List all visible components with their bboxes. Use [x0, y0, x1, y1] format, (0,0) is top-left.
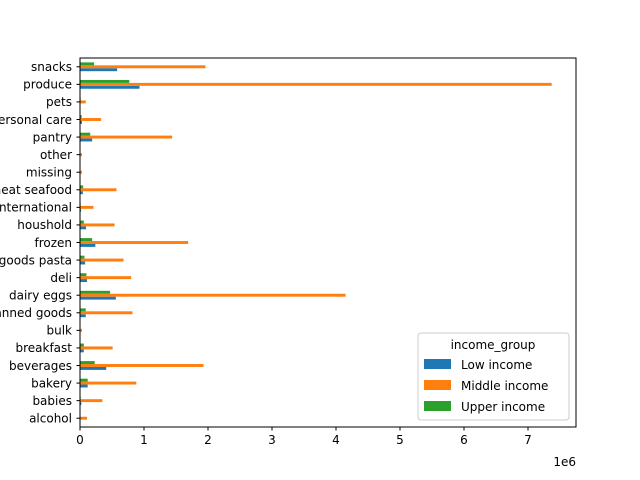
bar-personal-care-middle-income [80, 118, 102, 121]
bar-dry-goods-pasta-low-income [80, 261, 86, 265]
legend: income_group Low income Middle income Up… [417, 332, 570, 421]
bar-breakfast-upper-income [80, 343, 84, 347]
y-tick-label-pets: pets [46, 95, 72, 109]
bar-snacks-middle-income [80, 65, 206, 69]
bar-dry-goods-pasta-upper-income [80, 255, 85, 259]
x-tick-label-3: 3 [268, 433, 276, 447]
x-axis: 0 1 2 3 4 5 6 7 [76, 427, 532, 447]
bar-houshold-upper-income [80, 220, 84, 224]
bar-personal-care-upper-income [80, 115, 82, 119]
bar-produce-middle-income [80, 82, 552, 86]
bar-breakfast-low-income [80, 349, 84, 353]
y-tick-label-missing: missing [26, 166, 72, 180]
bar-babies-low-income [80, 402, 82, 406]
bar-pets-middle-income [80, 100, 86, 104]
bar-beverages-low-income [80, 366, 107, 370]
y-tick-label-alcohol: alcohol [29, 412, 72, 426]
legend-label-low-income: Low income [461, 358, 532, 372]
y-tick-label-babies: babies [32, 394, 72, 408]
bar-bakery-low-income [80, 384, 88, 388]
legend-label-upper-income: Upper income [461, 400, 545, 414]
bar-meat-seafood-low-income [80, 191, 83, 195]
bar-meat-seafood-upper-income [80, 185, 84, 189]
x-tick-label-0: 0 [76, 433, 84, 447]
legend-swatch-middle-income [424, 380, 451, 390]
bar-other-middle-income [80, 153, 82, 157]
bar-deli-middle-income [80, 276, 132, 280]
y-tick-label-international: international [0, 201, 72, 215]
y-tick-label-canned-goods: canned goods [0, 306, 72, 320]
bar-houshold-middle-income [80, 223, 115, 227]
bar-produce-upper-income [80, 79, 130, 83]
x-tick-label-6: 6 [460, 433, 468, 447]
bar-babies-middle-income [80, 399, 103, 403]
x-tick-label-7: 7 [524, 433, 532, 447]
legend-box [417, 332, 570, 421]
bar-beverages-upper-income [80, 361, 95, 365]
y-axis: alcohol babies bakery beverages breakfast bul… [0, 60, 80, 426]
bar-frozen-upper-income [80, 238, 93, 242]
y-tick-label-snacks: snacks [31, 60, 72, 74]
y-tick-label-breakfast: breakfast [15, 341, 72, 355]
y-tick-label-bulk: bulk [46, 324, 72, 338]
x-tick-label-1: 1 [140, 433, 148, 447]
y-tick-label-dry-goods-pasta: dry goods pasta [0, 253, 72, 267]
legend-title: income_group [451, 338, 536, 352]
x-tick-label-5: 5 [396, 433, 404, 447]
bar-canned-goods-middle-income [80, 311, 133, 315]
y-tick-label-personal-care: personal care [0, 113, 72, 127]
y-tick-label-bakery: bakery [31, 376, 72, 390]
bar-canned-goods-low-income [80, 314, 86, 318]
bar-pantry-upper-income [80, 132, 91, 136]
bar-frozen-middle-income [80, 241, 189, 244]
y-tick-label-other: other [40, 148, 72, 162]
bar-meat-seafood-middle-income [80, 188, 117, 192]
legend-swatch-low-income [424, 359, 451, 369]
bar-dairy-eggs-middle-income [80, 293, 346, 297]
bar-snacks-low-income [80, 68, 118, 72]
bar-beverages-middle-income [80, 364, 204, 367]
y-tick-label-meat-seafood: meat seafood [0, 183, 72, 197]
bar-missing-middle-income [80, 170, 82, 174]
y-tick-label-produce: produce [23, 78, 72, 92]
y-tick-label-frozen: frozen [34, 236, 72, 250]
bar-canned-goods-upper-income [80, 308, 86, 312]
x-tick-label-4: 4 [332, 433, 340, 447]
y-tick-label-dairy-eggs: dairy eggs [9, 289, 72, 303]
bar-pantry-middle-income [80, 135, 173, 139]
bar-deli-low-income [80, 279, 88, 283]
legend-label-middle-income: Middle income [461, 379, 548, 393]
legend-swatch-upper-income [424, 401, 451, 411]
bar-snacks-upper-income [80, 62, 95, 66]
bar-deli-upper-income [80, 273, 87, 277]
bar-bakery-middle-income [80, 381, 137, 385]
y-tick-label-deli: deli [50, 271, 72, 285]
bar-bulk-middle-income [80, 328, 82, 332]
bar-pantry-low-income [80, 138, 93, 142]
bar-bakery-upper-income [80, 378, 88, 382]
y-tick-label-houshold: houshold [17, 218, 72, 232]
bar-dry-goods-pasta-middle-income [80, 258, 124, 262]
bar-personal-care-low-income [80, 120, 82, 124]
y-tick-label-pantry: pantry [33, 130, 72, 144]
bar-produce-low-income [80, 85, 140, 89]
x-tick-label-2: 2 [204, 433, 212, 447]
bar-dairy-eggs-upper-income [80, 290, 111, 294]
bar-international-middle-income [80, 205, 94, 209]
bar-breakfast-middle-income [80, 346, 113, 350]
bar-dairy-eggs-low-income [80, 296, 116, 300]
bar-houshold-low-income [80, 226, 87, 230]
bars-layer [80, 62, 552, 423]
bar-frozen-low-income [80, 243, 96, 247]
x-offset-text: 1e6 [553, 455, 576, 469]
y-tick-label-beverages: beverages [9, 359, 72, 373]
bar-alcohol-middle-income [80, 416, 88, 420]
